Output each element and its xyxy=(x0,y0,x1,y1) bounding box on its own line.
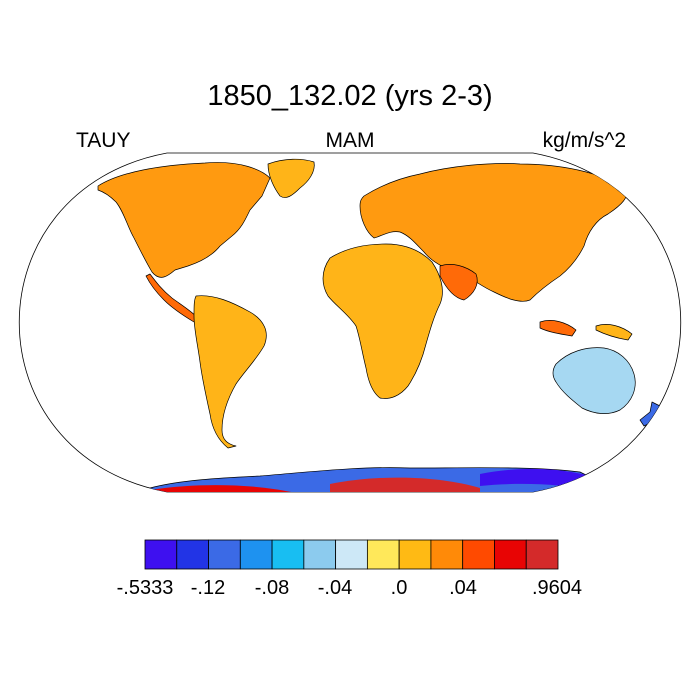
antarctica-warm-band xyxy=(150,485,300,492)
antarctica-warm-band-center xyxy=(330,477,480,492)
variable-label: TAUY xyxy=(76,129,131,152)
colorbar-tick-label: -.04 xyxy=(317,577,353,599)
colorbar-segment xyxy=(335,539,368,570)
colorbar-segment xyxy=(398,539,432,570)
units-label: kg/m/s^2 xyxy=(542,129,626,152)
colorbar-segment xyxy=(494,539,527,570)
australia-landmass xyxy=(552,347,636,414)
colorbar-tick-label: .04 xyxy=(449,577,477,599)
colorbar-tick-label: -.5333 xyxy=(116,577,174,599)
colorbar-segment xyxy=(239,539,273,570)
colorbar-segment xyxy=(271,539,305,570)
colorbar-segment xyxy=(303,539,337,570)
colorbar-segment xyxy=(430,539,464,570)
colorbar-tick-label: .0 xyxy=(390,577,408,599)
colorbar-segment xyxy=(366,539,400,570)
plot-title: 1850_132.02 (yrs 2-3) xyxy=(207,80,493,112)
colorbar-tick-label: -.12 xyxy=(190,577,226,599)
south-america-landmass xyxy=(193,295,267,449)
africa-landmass xyxy=(322,243,443,399)
colorbar-segment xyxy=(462,539,495,570)
colorbar-segment xyxy=(144,539,178,570)
colorbar-segment xyxy=(525,539,559,570)
new-guinea-landmass xyxy=(595,324,633,341)
arabia-landmass xyxy=(439,264,478,301)
colorbar-segment xyxy=(176,539,209,570)
greenland-landmass xyxy=(267,158,315,198)
season-label: MAM xyxy=(325,129,375,152)
north-america-landmass xyxy=(97,162,271,278)
colorbar-tick-label: -.08 xyxy=(254,577,290,599)
colorbar-tick-label: .9604 xyxy=(531,577,583,599)
indonesia-landmass xyxy=(539,320,577,337)
eurasia-landmass xyxy=(359,163,627,302)
colorbar-segment xyxy=(208,539,241,570)
